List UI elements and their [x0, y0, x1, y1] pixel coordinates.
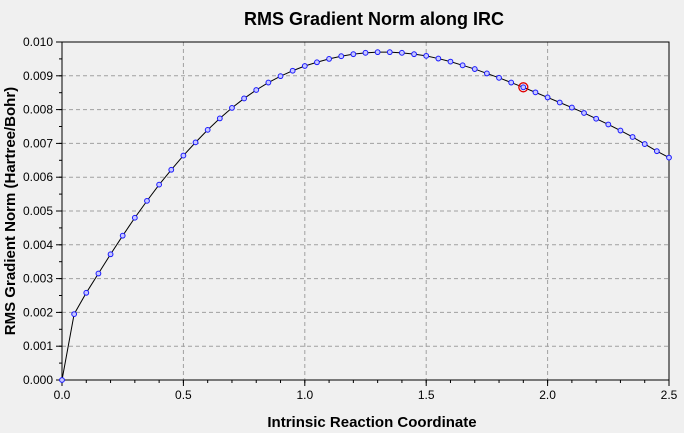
y-tick-label: 0.003 — [23, 272, 53, 286]
x-tick-label: 2.5 — [661, 388, 678, 402]
data-point[interactable] — [301, 63, 308, 69]
x-tick-label: 1.5 — [418, 388, 435, 402]
data-point[interactable] — [119, 232, 126, 239]
data-point[interactable] — [666, 154, 672, 161]
data-point[interactable] — [447, 58, 454, 65]
data-points — [59, 49, 672, 383]
data-point[interactable] — [350, 51, 357, 58]
data-point[interactable] — [508, 79, 515, 86]
y-tick-label: 0.005 — [23, 204, 53, 218]
axis-ticks — [56, 41, 670, 386]
y-tick-label: 0.006 — [23, 170, 53, 184]
data-point[interactable] — [399, 49, 405, 56]
data-point[interactable] — [471, 66, 478, 72]
data-point[interactable] — [59, 377, 65, 383]
data-point[interactable] — [180, 152, 187, 159]
y-tick-label: 0.008 — [23, 103, 53, 117]
data-point[interactable] — [216, 115, 223, 122]
data-point[interactable] — [168, 166, 175, 173]
data-point[interactable] — [314, 59, 320, 66]
data-point[interactable] — [289, 67, 296, 74]
data-point[interactable] — [459, 62, 466, 69]
y-tick-label: 0.010 — [23, 35, 53, 49]
data-point[interactable] — [617, 127, 624, 134]
y-tick-label: 0.004 — [23, 238, 53, 252]
data-point[interactable] — [277, 73, 284, 80]
series-line — [61, 51, 670, 381]
data-point[interactable] — [338, 53, 345, 60]
data-point[interactable] — [83, 289, 90, 296]
grid-lines — [62, 42, 669, 380]
x-tick-label: 2.0 — [539, 388, 556, 402]
y-tick-label: 0.007 — [23, 136, 53, 150]
data-point[interactable] — [532, 89, 539, 96]
data-point[interactable] — [544, 94, 551, 101]
x-tick-label: 0.5 — [175, 388, 192, 402]
data-point[interactable] — [107, 251, 114, 258]
data-point[interactable] — [386, 49, 393, 56]
data-point[interactable] — [556, 99, 563, 106]
x-axis-label: Intrinsic Reaction Coordinate — [267, 414, 476, 431]
data-point[interactable] — [581, 110, 587, 116]
chart-title: RMS Gradient Norm along IRC — [244, 9, 504, 29]
data-point[interactable] — [156, 181, 163, 188]
y-tick-labels: 0.000 0.001 0.002 0.003 0.004 0.005 0.006 0.007… — [23, 35, 53, 387]
data-point[interactable] — [374, 49, 381, 56]
data-point[interactable] — [95, 270, 102, 277]
data-point[interactable] — [131, 214, 138, 221]
data-point[interactable] — [423, 52, 430, 59]
data-point[interactable] — [326, 56, 332, 62]
data-point[interactable] — [192, 139, 199, 146]
x-tick-labels: 0.0 0.5 1.0 1.5 2.0 2.5 — [54, 388, 678, 402]
data-point[interactable] — [241, 95, 248, 102]
data-point[interactable] — [144, 197, 150, 204]
data-point[interactable] — [605, 121, 612, 128]
data-point[interactable] — [496, 74, 502, 81]
data-point[interactable] — [265, 79, 272, 86]
data-point[interactable] — [484, 70, 490, 77]
data-point[interactable] — [362, 49, 369, 56]
y-tick-label: 0.001 — [23, 339, 53, 353]
x-tick-label: 1.0 — [296, 388, 313, 402]
data-point[interactable] — [629, 134, 636, 140]
data-point[interactable] — [520, 84, 527, 91]
data-point[interactable] — [253, 87, 260, 93]
data-point[interactable] — [204, 126, 211, 133]
data-point[interactable] — [653, 148, 660, 155]
selected-point-marker[interactable] — [518, 82, 529, 93]
data-point[interactable] — [568, 104, 575, 111]
data-point[interactable] — [411, 51, 417, 58]
data-point[interactable] — [593, 115, 600, 122]
data-point[interactable] — [71, 311, 78, 317]
data-point[interactable] — [229, 105, 235, 111]
y-tick-label: 0.002 — [23, 305, 53, 319]
y-tick-label: 0.000 — [23, 373, 53, 387]
y-axis-label: RMS Gradient Norm (Hartree/Bohr) — [2, 87, 19, 335]
data-point[interactable] — [435, 55, 442, 62]
y-tick-label: 0.009 — [23, 69, 53, 83]
x-tick-label: 0.0 — [54, 388, 71, 402]
data-point[interactable] — [641, 141, 648, 147]
